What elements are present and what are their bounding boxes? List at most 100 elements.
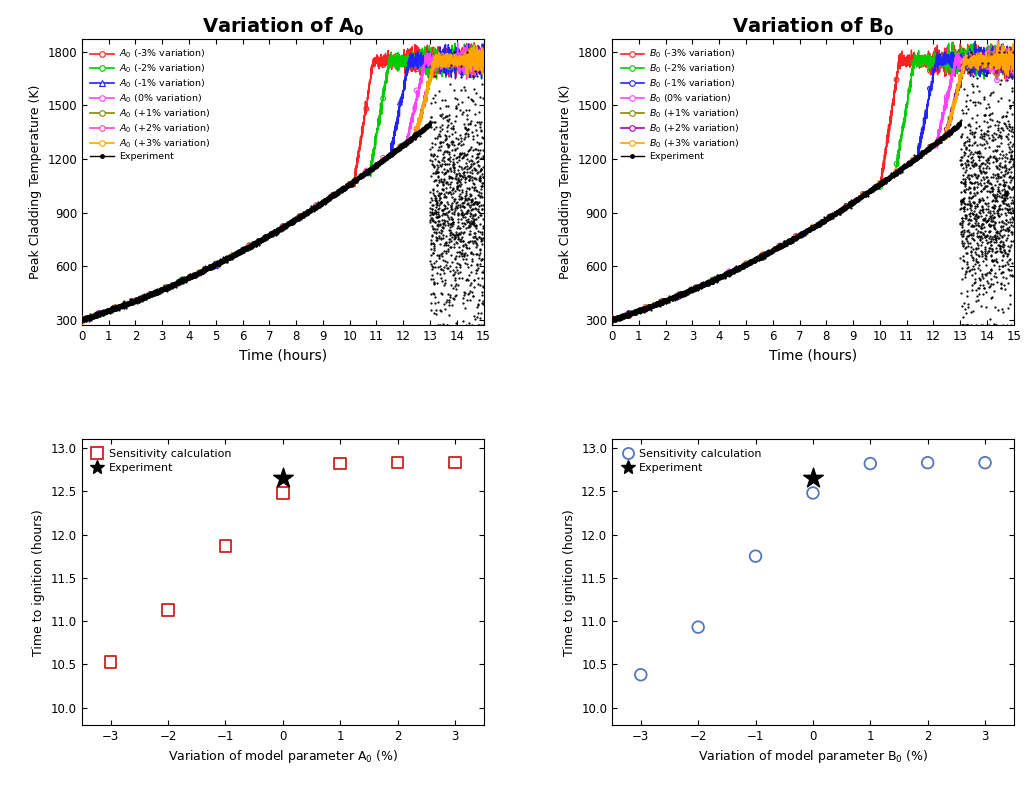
Point (654, 296, 671, 309)
Point (475, 58, 492, 70)
Point (124, 296, 140, 308)
Point (671, 291, 687, 303)
X-axis label: Time (hours): Time (hours) (769, 348, 857, 362)
Point (871, 178, 888, 191)
Point (687, 281, 703, 294)
Point (905, 50, 922, 63)
Point (955, 46, 972, 58)
Point (475, 54, 492, 66)
Point (755, 249, 771, 262)
Point (939, 57, 955, 69)
Point (721, 266, 737, 278)
Point (721, 268, 737, 281)
Point (90, 308, 106, 321)
Point (705, 275, 721, 288)
Point (459, 56, 475, 69)
Point (459, 46, 475, 59)
Point (687, 282, 703, 295)
Point (871, 177, 888, 190)
Point (325, 188, 341, 201)
Point (838, 199, 854, 212)
Point (905, 154, 922, 166)
Legend: $A_0$ (-3% variation), $A_0$ (-2% variation), $A_0$ (-1% variation), $A_0$ (0% v: $A_0$ (-3% variation), $A_0$ (-2% variat… (87, 44, 214, 165)
Point (341, 178, 357, 191)
Y-axis label: Time to ignition (hours): Time to ignition (hours) (33, 509, 45, 656)
Point (989, 60, 1006, 72)
Point (855, 189, 871, 202)
Point (174, 275, 190, 288)
Point (905, 154, 922, 166)
Point (108, 302, 124, 314)
Point (190, 266, 207, 279)
Point (955, 56, 972, 69)
X-axis label: Variation of model parameter B$_0$ (%): Variation of model parameter B$_0$ (%) (697, 749, 928, 765)
Point (459, 46, 475, 59)
Point (409, 50, 425, 63)
Point (604, 314, 621, 326)
Point (308, 199, 325, 212)
Point (687, 282, 703, 295)
Point (459, 47, 475, 60)
Point (158, 282, 174, 295)
Point (224, 250, 241, 262)
Point (855, 188, 871, 201)
Point (190, 267, 207, 280)
Point (738, 258, 755, 270)
Point (972, 58, 988, 71)
Point (90, 307, 106, 320)
Point (140, 288, 157, 301)
Point (241, 240, 257, 252)
Point (409, 58, 425, 70)
Point (124, 295, 140, 307)
Point (889, 73, 905, 86)
Point (671, 289, 687, 302)
Point (637, 301, 653, 314)
Point (90, 309, 106, 322)
Point (920, 456, 936, 469)
Point (475, 51, 492, 64)
Point (341, 179, 357, 191)
Point (955, 59, 972, 72)
Point (989, 74, 1006, 87)
Point (905, 154, 922, 166)
Point (375, 154, 391, 166)
Point (325, 189, 341, 202)
Point (905, 154, 922, 167)
Point (705, 274, 721, 287)
Point (341, 177, 357, 190)
Point (805, 472, 821, 485)
Point (174, 274, 190, 287)
Point (90, 308, 106, 321)
Point (939, 50, 955, 63)
Point (787, 230, 804, 243)
Point (821, 211, 838, 224)
Point (74, 312, 90, 325)
Point (124, 296, 140, 308)
Point (409, 63, 425, 76)
Point (124, 296, 140, 309)
X-axis label: Variation of model parameter A$_0$ (%): Variation of model parameter A$_0$ (%) (168, 749, 398, 765)
Point (671, 288, 687, 301)
Point (738, 258, 755, 271)
Point (989, 50, 1006, 63)
Point (922, 140, 938, 153)
Point (217, 540, 233, 552)
Point (325, 190, 341, 203)
Point (922, 140, 938, 153)
Point (441, 53, 458, 65)
Point (341, 177, 357, 190)
Point (1006, 59, 1022, 72)
Point (955, 50, 972, 62)
Point (208, 258, 224, 271)
Point (74, 312, 90, 325)
Point (805, 221, 821, 234)
Point (690, 621, 707, 634)
Point (90, 307, 106, 320)
Point (755, 249, 771, 262)
Point (389, 456, 406, 469)
Point (604, 314, 621, 326)
Point (258, 232, 274, 244)
Point (258, 231, 274, 243)
Point (224, 249, 241, 262)
Point (174, 273, 190, 285)
